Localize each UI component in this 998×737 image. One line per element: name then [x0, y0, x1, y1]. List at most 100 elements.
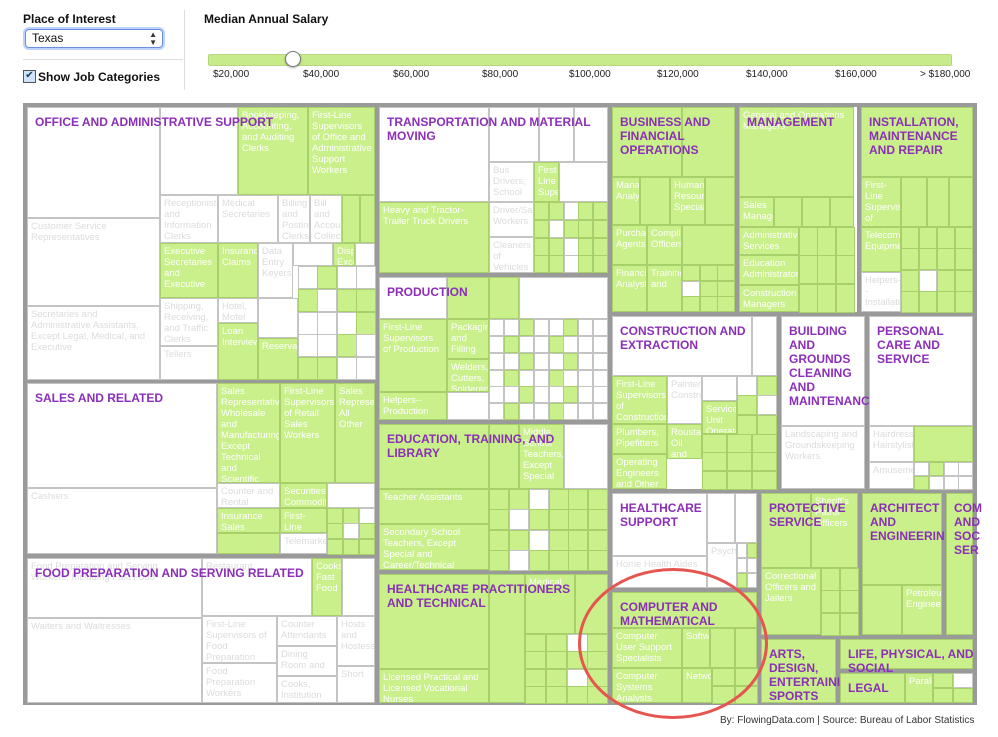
job-cell[interactable]: Amusement — [869, 462, 914, 489]
job-cell[interactable] — [343, 523, 359, 539]
job-cell[interactable] — [574, 107, 608, 162]
job-cell[interactable] — [359, 523, 375, 539]
job-cell[interactable] — [298, 334, 318, 357]
job-cell[interactable] — [342, 195, 360, 243]
job-cell[interactable] — [379, 424, 489, 489]
job-cell[interactable] — [702, 434, 727, 453]
job-cell[interactable] — [447, 277, 489, 319]
job-cell[interactable] — [588, 530, 608, 551]
job-cell[interactable]: Roustabouts, Oil and Gas — [667, 424, 702, 459]
job-cell[interactable] — [702, 376, 737, 401]
job-cell[interactable]: Correctional Officers and Jailers — [761, 568, 821, 635]
job-cell[interactable] — [593, 202, 608, 220]
job-cell[interactable] — [862, 493, 942, 585]
job-cell[interactable] — [519, 319, 534, 336]
job-cell[interactable] — [549, 238, 564, 256]
job-cell[interactable] — [549, 370, 564, 387]
job-cell[interactable] — [612, 107, 682, 177]
job-cell[interactable] — [534, 370, 549, 387]
job-cell[interactable] — [546, 634, 567, 652]
job-cell[interactable]: Tellers — [160, 346, 218, 380]
job-cell[interactable] — [317, 289, 337, 312]
job-cell[interactable] — [489, 353, 504, 370]
job-cell[interactable]: Reservation — [258, 338, 298, 380]
job-cell[interactable] — [489, 386, 504, 403]
job-cell[interactable] — [489, 370, 504, 387]
job-cell[interactable] — [563, 336, 578, 353]
job-cell[interactable] — [504, 386, 519, 403]
job-cell[interactable] — [356, 334, 376, 357]
job-cell[interactable]: Short — [337, 666, 375, 703]
job-cell[interactable] — [549, 403, 564, 420]
job-cell[interactable] — [593, 255, 608, 273]
job-cell[interactable] — [752, 434, 777, 453]
job-cell[interactable] — [682, 281, 700, 297]
job-cell[interactable] — [578, 336, 593, 353]
job-cell[interactable] — [447, 392, 489, 420]
job-cell[interactable] — [919, 227, 937, 249]
job-cell[interactable] — [919, 291, 937, 313]
job-cell[interactable] — [752, 316, 777, 376]
job-cell[interactable]: Packaging and Filling — [447, 319, 489, 359]
job-cell[interactable] — [327, 483, 375, 508]
job-cell[interactable] — [958, 476, 973, 490]
job-cell[interactable] — [761, 639, 836, 703]
job-cell[interactable] — [919, 248, 937, 270]
job-cell[interactable] — [593, 370, 608, 387]
job-cell[interactable] — [862, 585, 902, 635]
job-cell[interactable] — [519, 403, 534, 420]
job-cell[interactable] — [342, 558, 375, 616]
job-cell[interactable] — [682, 265, 700, 281]
job-cell[interactable]: Service Unit Operators — [702, 401, 737, 434]
job-cell[interactable] — [568, 550, 588, 571]
job-cell[interactable] — [929, 462, 944, 476]
job-cell[interactable] — [901, 291, 919, 313]
job-cell[interactable] — [27, 107, 160, 218]
job-cell[interactable] — [861, 107, 973, 177]
job-cell[interactable] — [359, 508, 375, 524]
job-cell[interactable] — [840, 673, 905, 703]
job-cell[interactable] — [830, 197, 854, 227]
job-cell[interactable]: Sales Representatives, All Other — [335, 383, 375, 483]
job-cell[interactable] — [534, 238, 549, 256]
job-cell[interactable]: Hotel, Motel — [218, 298, 258, 323]
job-cell[interactable] — [504, 403, 519, 420]
job-cell[interactable] — [549, 319, 564, 336]
job-cell[interactable] — [700, 281, 718, 297]
job-cell[interactable] — [761, 493, 811, 568]
job-cell[interactable] — [337, 334, 357, 357]
job-cell[interactable] — [821, 568, 840, 591]
job-cell[interactable] — [519, 336, 534, 353]
job-cell[interactable]: Hairdressers, Hairstylists — [869, 426, 914, 462]
job-cell[interactable]: First-Line Supervisors of Production — [379, 319, 447, 392]
job-cell[interactable]: Cooks, Fast Food — [312, 558, 342, 616]
job-cell[interactable] — [702, 471, 727, 490]
job-cell[interactable]: Food Preparation and Serving Workers, In… — [27, 558, 202, 618]
job-cell[interactable] — [549, 336, 564, 353]
job-cell[interactable] — [489, 550, 509, 571]
job-cell[interactable]: Shipping, Receiving, and Traffic Clerks — [160, 298, 218, 346]
job-cell[interactable] — [578, 255, 593, 273]
job-cell[interactable] — [489, 424, 519, 489]
job-cell[interactable] — [549, 353, 564, 370]
job-cell[interactable]: Petroleum Engineers — [902, 585, 942, 635]
job-cell[interactable] — [578, 238, 593, 256]
job-cell[interactable] — [901, 177, 927, 227]
job-cell[interactable] — [717, 265, 735, 281]
job-cell[interactable] — [901, 248, 919, 270]
job-cell[interactable] — [914, 426, 973, 462]
job-cell[interactable]: First-Line Supervisors — [534, 162, 559, 202]
job-cell[interactable] — [539, 107, 574, 162]
job-cell[interactable] — [944, 462, 959, 476]
job-cell[interactable] — [953, 673, 973, 688]
job-cell[interactable] — [933, 673, 953, 688]
job-cell[interactable]: Compliance Officers — [647, 225, 682, 265]
job-cell[interactable]: Waiters and Waitresses — [27, 618, 202, 703]
job-cell[interactable] — [937, 270, 955, 292]
job-cell[interactable]: Customer Service Representatives — [27, 218, 160, 306]
job-cell[interactable] — [509, 509, 529, 530]
job-cell[interactable] — [489, 489, 509, 510]
job-cell[interactable] — [901, 270, 919, 292]
job-cell[interactable] — [914, 462, 929, 476]
job-cell[interactable] — [588, 489, 608, 510]
